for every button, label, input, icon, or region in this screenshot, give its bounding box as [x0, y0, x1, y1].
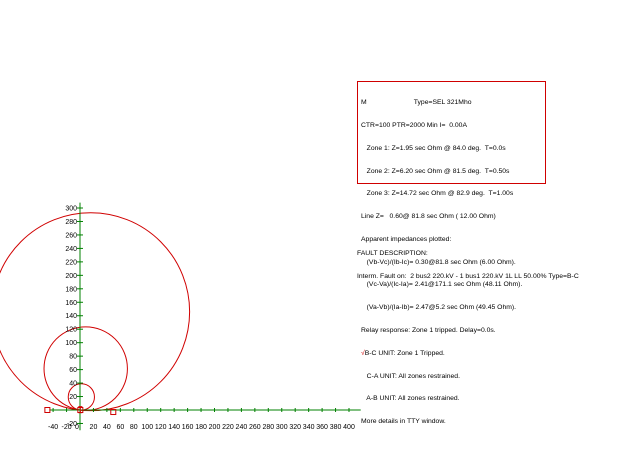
relay-info-line: Zone 2: Z=6.20 sec Ohm @ 81.5 deg. T=0.5…: [361, 167, 510, 175]
impedance-markers: [44, 406, 117, 416]
mho-circles: [0, 212, 191, 412]
y-tick-label: 200: [65, 273, 77, 280]
y-tick-label: 100: [65, 340, 77, 347]
ca-unit-line: C-A UNIT: All zones restrained.: [361, 372, 460, 380]
x-tick-label: 180: [195, 424, 207, 431]
relay-info-line: (Vc-Va)/(Ic-Ia)= 2.41@171.1 sec Ohm (48.…: [361, 281, 523, 289]
y-tick-label: 80: [69, 354, 77, 361]
x-tick-label: 340: [303, 424, 315, 431]
relay-info-line: (Va-Vb)/(Ia-Ib)= 2.47@5.2 sec Ohm (49.45…: [361, 304, 517, 312]
bc-unit-text: B-C UNIT: Zone 1 Tripped.: [364, 349, 445, 357]
x-tick-label: -20: [61, 424, 71, 431]
x-tick-label: 400: [343, 424, 355, 431]
y-tick-label: 160: [65, 300, 77, 307]
y-tick-label: 180: [65, 286, 77, 293]
y-tick-label: 240: [65, 246, 77, 253]
relay-info-line: (Vb-Vc)/(Ib-Ic)= 0.30@81.8 sec Ohm (6.00…: [361, 258, 516, 266]
axes: -40 -20 20 40 60 80 100 120 140 160 180 200 220 240 26…: [48, 202, 361, 431]
relay-info-line: CTR=100 PTR=2000 Min I= 0.00A: [361, 121, 467, 129]
y-tick-label: -20: [67, 421, 77, 428]
bc-unit-line: √B-C UNIT: Zone 1 Tripped.: [361, 350, 545, 358]
fault-heading: FAULT DESCRIPTION:: [357, 250, 428, 258]
x-tick-label: 260: [249, 424, 261, 431]
fault-description: FAULT DESCRIPTION: Interm. Fault on: 2 b…: [357, 235, 579, 288]
mho-circle: [43, 326, 128, 411]
x-tick-label: 280: [262, 424, 274, 431]
y-tick-label: 300: [65, 206, 77, 213]
x-tick-label: 220: [222, 424, 234, 431]
origin-label: 0: [75, 424, 79, 431]
x-tick-label: 360: [316, 424, 328, 431]
x-tick-label: 120: [155, 424, 167, 431]
y-tick-label: 40: [69, 381, 77, 388]
x-tick-label: 300: [276, 424, 288, 431]
x-tick-label: 320: [289, 424, 301, 431]
relay-info-line: Relay response: Zone 1 tripped. Delay=0.…: [361, 327, 496, 334]
x-tick-label: 240: [236, 424, 248, 431]
impedance-marker: [44, 407, 51, 413]
relay-info-line: Line Z= 0.60@ 81.8 sec Ohm ( 12.00 Ohm): [361, 213, 496, 221]
x-tick-label: 60: [116, 424, 124, 431]
relay-info-box: M Type=SEL 321Mho CTR=100 PTR=2000 Min I…: [357, 81, 546, 425]
y-tick-label: 140: [65, 313, 77, 320]
relay-info-line: Apparent impedances plotted:: [361, 235, 452, 243]
y-tick-label: 60: [69, 367, 77, 374]
relay-info-line: Zone 3: Z=14.72 sec Ohm @ 82.9 deg. T=1.…: [361, 190, 514, 198]
y-tick-label: 220: [65, 259, 77, 266]
fault-text: Interm. Fault on: 2 bus2 220.kV - 1 bus1…: [357, 272, 579, 280]
x-tick-label: 200: [209, 424, 221, 431]
impedance-marker: [110, 409, 117, 416]
x-tick-label: -40: [48, 424, 58, 431]
y-tick-label: 280: [65, 219, 77, 226]
x-tick-label: 140: [168, 424, 180, 431]
x-tick-label: 100: [141, 424, 153, 431]
x-tick-label: 20: [90, 424, 98, 431]
more-details-line: More details in TTY window.: [361, 418, 446, 426]
relay-info-line: Zone 1: Z=1.95 sec Ohm @ 84.0 deg. T=0.0…: [361, 144, 506, 152]
y-tick-label: 20: [69, 394, 77, 401]
relay-info-line: M Type=SEL 321Mho: [361, 99, 472, 107]
x-tick-label: 160: [182, 424, 194, 431]
ab-unit-line: A-B UNIT: All zones restrained.: [361, 395, 460, 403]
check-mark-icon: √: [361, 349, 365, 357]
y-tick-label: 120: [65, 327, 77, 334]
x-tick-label: 380: [330, 424, 342, 431]
x-tick-label: 80: [130, 424, 138, 431]
x-tick-label: 40: [103, 424, 111, 431]
y-tick-label: 260: [65, 232, 77, 239]
mho-circle: [0, 212, 191, 412]
